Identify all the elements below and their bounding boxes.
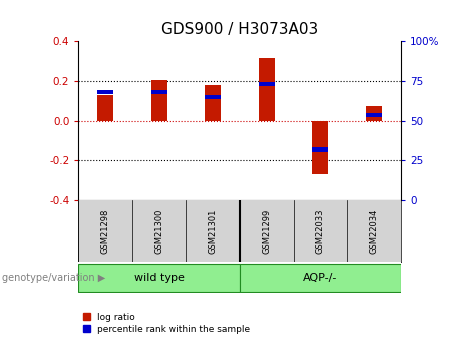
Bar [313, 121, 328, 174]
Text: GSM22034: GSM22034 [370, 208, 378, 254]
Bar [97, 90, 113, 94]
Bar [97, 95, 113, 121]
Bar [78, 264, 240, 292]
Bar [205, 95, 221, 99]
Text: GSM21299: GSM21299 [262, 208, 271, 254]
Bar [366, 113, 382, 117]
Bar [240, 264, 401, 292]
Text: AQP-/-: AQP-/- [303, 273, 337, 283]
Bar [205, 85, 221, 121]
Text: wild type: wild type [134, 273, 184, 283]
Text: GSM22033: GSM22033 [316, 208, 325, 254]
Bar [366, 107, 382, 121]
Bar [259, 82, 275, 86]
Legend: log ratio, percentile rank within the sample: log ratio, percentile rank within the sa… [83, 313, 250, 334]
Title: GDS900 / H3073A03: GDS900 / H3073A03 [161, 22, 319, 38]
Bar [151, 80, 167, 121]
Text: GSM21301: GSM21301 [208, 208, 217, 254]
Bar [259, 58, 275, 121]
Text: GSM21300: GSM21300 [154, 208, 164, 254]
Bar [151, 90, 167, 94]
Text: genotype/variation ▶: genotype/variation ▶ [2, 273, 106, 283]
Text: GSM21298: GSM21298 [101, 208, 110, 254]
Bar [313, 147, 328, 152]
